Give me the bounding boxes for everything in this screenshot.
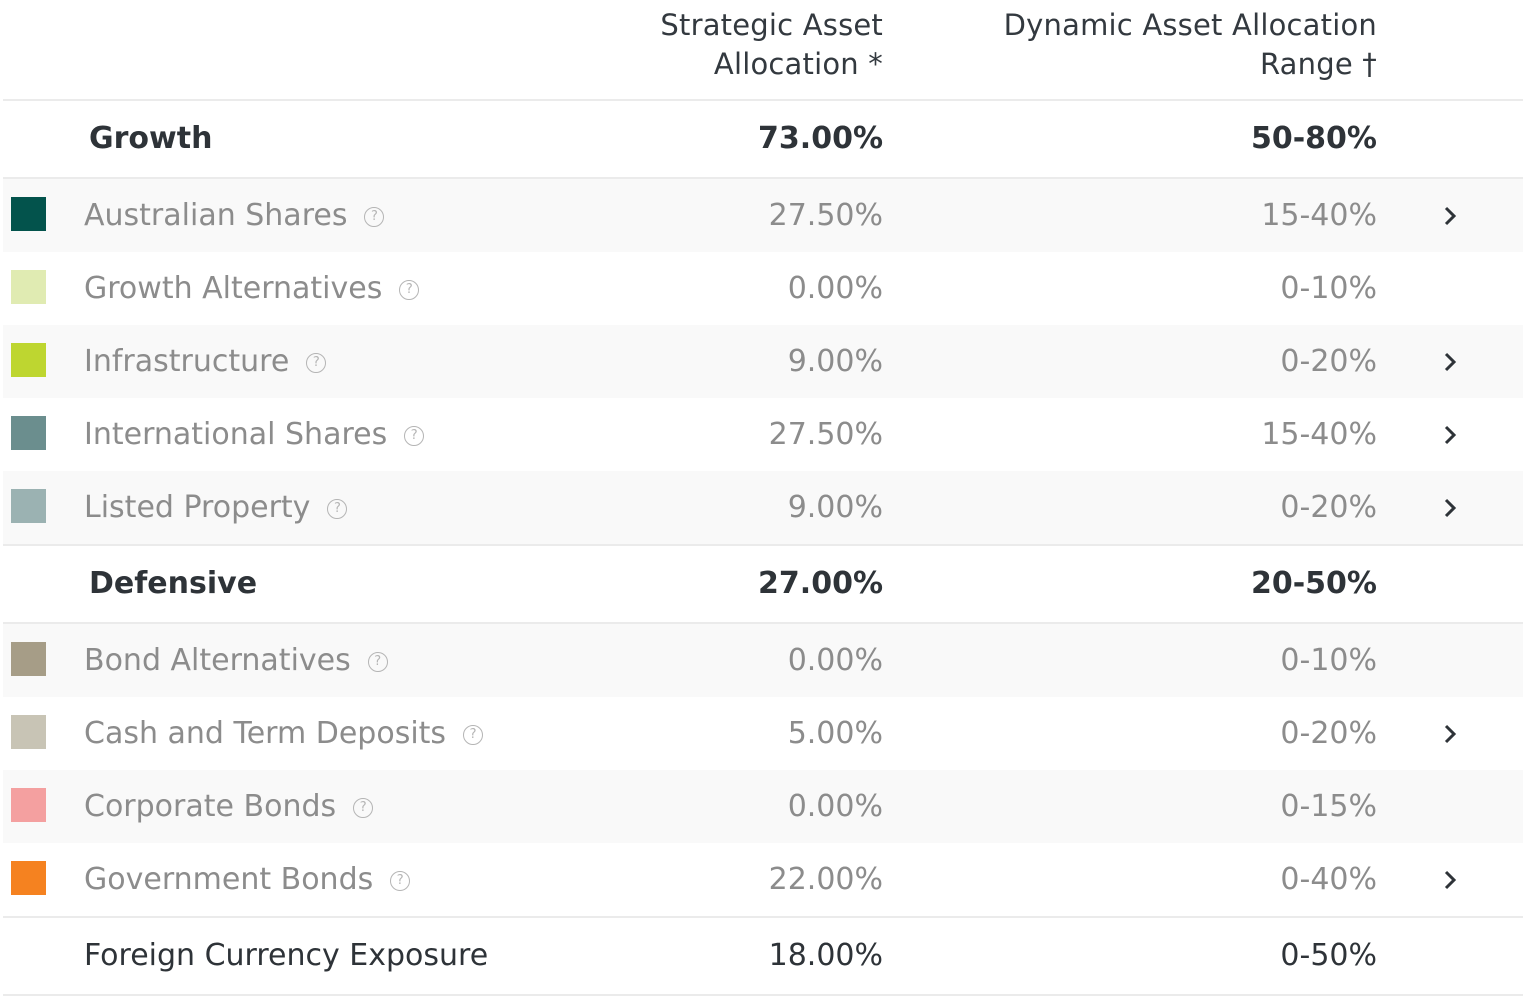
color-swatch [11,270,46,304]
asset-daa-range: 0-20% [1280,490,1377,525]
chevron-right-icon[interactable] [1439,869,1461,891]
question-circle-icon[interactable]: ? [306,352,327,373]
asset-row-corporate-bonds: Corporate Bonds? 0.00% 0-15% [3,770,1523,843]
group-row-growth: Growth 73.00% 50-80% [3,101,1523,179]
asset-label: Government Bonds? [84,843,411,916]
header-daa-line2: Range † [1259,47,1377,81]
chevron-right-icon[interactable] [1439,723,1461,745]
asset-daa-range: 0-10% [1280,643,1377,678]
asset-row-government-bonds[interactable]: Government Bonds? 22.00% 0-40% [3,843,1523,916]
asset-label: Australian Shares? [84,179,385,252]
asset-row-infrastructure[interactable]: Infrastructure? 9.00% 0-20% [3,325,1523,398]
asset-label: Listed Property? [84,471,348,544]
group-row-defensive: Defensive 27.00% 20-50% [3,544,1523,624]
question-circle-icon[interactable]: ? [353,797,374,818]
asset-name: Infrastructure [84,344,290,379]
color-swatch [11,715,46,749]
asset-row-international-shares[interactable]: International Shares? 27.50% 15-40% [3,398,1523,471]
question-circle-icon[interactable]: ? [364,206,385,227]
asset-daa-range: 0-20% [1280,344,1377,379]
asset-daa-range: 0-40% [1280,862,1377,897]
group-label: Defensive [89,566,258,601]
fce-daa-range: 0-50% [1280,938,1377,973]
asset-label: Infrastructure? [84,325,327,398]
asset-daa-range: 15-40% [1261,417,1377,452]
asset-daa-range: 15-40% [1261,198,1377,233]
asset-row-growth-alternatives: Growth Alternatives? 0.00% 0-10% [3,252,1523,325]
header-strategic-asset-allocation: Strategic Asset Allocation * [660,6,883,84]
asset-label: Corporate Bonds? [84,770,374,843]
asset-sa-value: 27.50% [768,198,883,233]
color-swatch [11,343,46,377]
question-circle-icon[interactable]: ? [404,425,425,446]
asset-name: Corporate Bonds [84,789,337,824]
asset-label: Growth Alternatives? [84,252,420,325]
asset-sa-value: 0.00% [787,789,883,824]
asset-label: Cash and Term Deposits? [84,697,484,770]
question-circle-icon[interactable]: ? [463,724,484,745]
asset-row-bond-alternatives: Bond Alternatives? 0.00% 0-10% [3,624,1523,697]
asset-sa-value: 27.50% [768,417,883,452]
color-swatch [11,861,46,895]
asset-daa-range: 0-20% [1280,716,1377,751]
color-swatch [11,416,46,450]
chevron-right-icon[interactable] [1439,205,1461,227]
question-circle-icon[interactable]: ? [399,279,420,300]
foreign-currency-exposure-row: Foreign Currency Exposure 18.00% 0-50% [3,916,1523,996]
group-label: Growth [89,121,213,156]
asset-sa-value: 5.00% [787,716,883,751]
asset-daa-range: 0-15% [1280,789,1377,824]
group-daa-range: 50-80% [1250,121,1377,156]
asset-name: Government Bonds [84,862,374,897]
asset-sa-value: 22.00% [768,862,883,897]
chevron-right-icon[interactable] [1439,424,1461,446]
asset-name: International Shares [84,417,388,452]
asset-label: Bond Alternatives? [84,624,388,697]
question-circle-icon[interactable]: ? [390,870,411,891]
fce-sa-value: 18.00% [768,938,883,973]
asset-name: Australian Shares [84,198,348,233]
header-daa-line1: Dynamic Asset Allocation [1003,8,1377,42]
asset-name: Growth Alternatives [84,271,383,306]
fce-label: Foreign Currency Exposure [84,938,489,973]
asset-name: Listed Property [84,490,311,525]
asset-name: Cash and Term Deposits [84,716,447,751]
question-circle-icon[interactable]: ? [327,498,348,519]
header-sa-line2: Allocation * [713,47,883,81]
asset-row-listed-property[interactable]: Listed Property? 9.00% 0-20% [3,471,1523,544]
asset-sa-value: 9.00% [787,344,883,379]
asset-daa-range: 0-10% [1280,271,1377,306]
table-header: Strategic Asset Allocation * Dynamic Ass… [3,0,1523,101]
header-sa-line1: Strategic Asset [660,8,883,42]
color-swatch [11,197,46,231]
group-sa-value: 73.00% [758,121,883,156]
asset-name: Bond Alternatives [84,643,351,678]
header-dynamic-asset-allocation-range: Dynamic Asset Allocation Range † [1004,6,1377,84]
asset-sa-value: 0.00% [787,271,883,306]
color-swatch [11,642,46,676]
asset-sa-value: 0.00% [787,643,883,678]
color-swatch [11,788,46,822]
color-swatch [11,489,46,523]
asset-label: International Shares? [84,398,425,471]
asset-row-cash-and-term-deposits[interactable]: Cash and Term Deposits? 5.00% 0-20% [3,697,1523,770]
asset-row-australian-shares[interactable]: Australian Shares? 27.50% 15-40% [3,179,1523,252]
chevron-right-icon[interactable] [1439,351,1461,373]
question-circle-icon[interactable]: ? [367,651,388,672]
chevron-right-icon[interactable] [1439,497,1461,519]
group-sa-value: 27.00% [758,566,883,601]
asset-sa-value: 9.00% [787,490,883,525]
group-daa-range: 20-50% [1250,566,1377,601]
